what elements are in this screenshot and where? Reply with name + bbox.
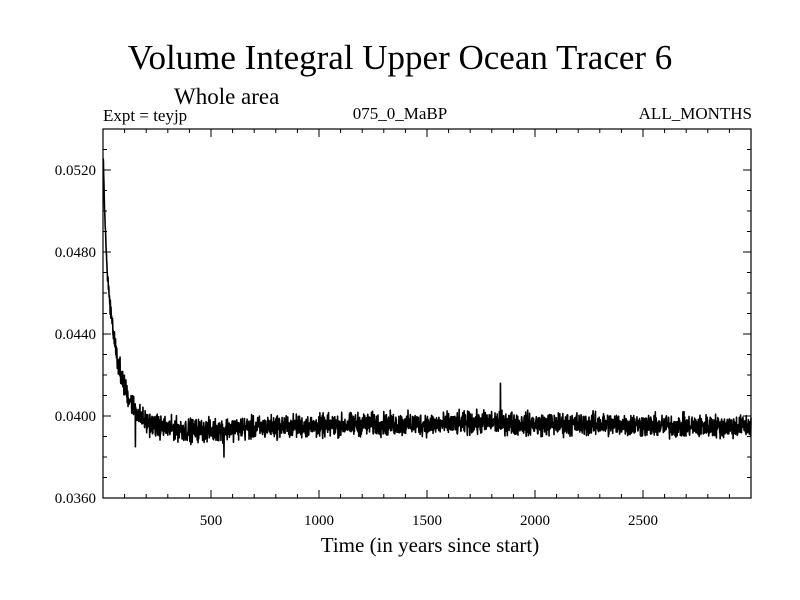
y-tick-label: 0.0400 bbox=[55, 409, 96, 425]
series-line bbox=[102, 158, 752, 458]
chart-title: Volume Integral Upper Ocean Tracer 6 bbox=[127, 38, 673, 77]
y-tick-label: 0.0440 bbox=[55, 327, 96, 343]
plot-frame bbox=[102, 128, 752, 499]
x-tick-label: 2000 bbox=[520, 513, 550, 529]
x-tick-label: 1000 bbox=[304, 513, 334, 529]
x-tick-label: 2500 bbox=[628, 513, 658, 529]
series-group bbox=[102, 158, 752, 458]
run-label: 075_0_MaBP bbox=[352, 104, 448, 123]
y-tick-label: 0.0360 bbox=[55, 491, 96, 507]
x-tick-label: 1500 bbox=[412, 513, 442, 529]
x-axis-label: Time (in years since start) bbox=[320, 533, 540, 557]
x-tick-label: 500 bbox=[200, 513, 223, 529]
y-tick-label: 0.0520 bbox=[55, 163, 96, 179]
experiment-label: Expt = teyjp bbox=[103, 106, 188, 125]
y-tick-label: 0.0480 bbox=[55, 245, 96, 261]
period-label: ALL_MONTHS bbox=[638, 104, 752, 123]
chart-subtitle: Whole area bbox=[174, 84, 280, 109]
axis-ticks: 500 1000 1500 2000 2500 0.0360 0.0400 0.0440 0.0… bbox=[55, 128, 751, 529]
